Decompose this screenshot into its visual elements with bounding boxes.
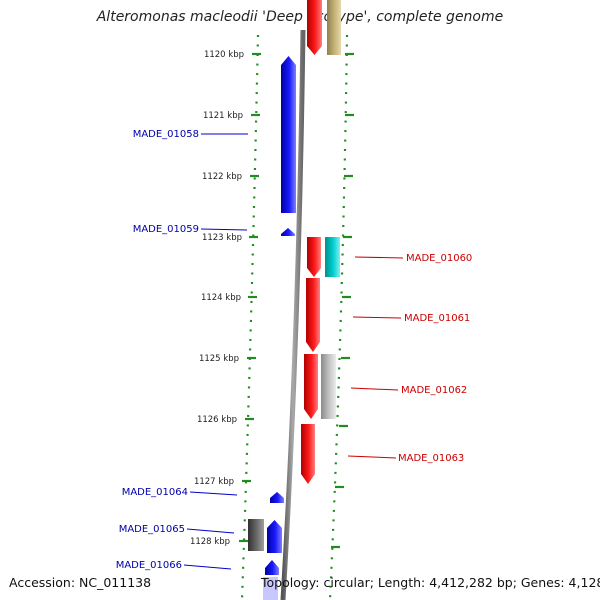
accession-text: Accession: NC_011138 (9, 575, 152, 590)
map-title: Alteromonas macleodii 'Deep ecotype', co… (96, 9, 504, 25)
ruler-label: 1125 kbp (199, 354, 239, 364)
cyan-feature[interactable] (325, 237, 340, 277)
ruler-label: 1121 kbp (203, 111, 243, 121)
reverse-strand-features (248, 56, 296, 600)
forward-gene-arrow[interactable] (301, 424, 315, 484)
light-blue-feature[interactable] (263, 577, 278, 600)
forward-gene-arrow[interactable] (307, 237, 321, 277)
gene-label-made-01062[interactable]: MADE_01062 (401, 385, 467, 396)
reverse-gene-arrow[interactable] (267, 520, 282, 553)
gene-label-made-01066[interactable]: MADE_01066 (116, 560, 182, 571)
reverse-gene-arrow[interactable] (281, 228, 295, 236)
ruler-label: 1122 kbp (202, 172, 242, 182)
forward-gene-arrow[interactable] (307, 0, 322, 55)
leader-line (347, 455, 397, 459)
gene-label-made-01063[interactable]: MADE_01063 (398, 453, 464, 464)
label-leaders (183, 133, 404, 570)
sequence-backbone (280, 29, 306, 600)
leader-line (350, 387, 399, 391)
reverse-gene-arrow[interactable] (270, 492, 284, 503)
gene-labels: MADE_01058 MADE_01059 MADE_01060 MADE_01… (116, 129, 473, 571)
ruler-label: 1127 kbp (194, 477, 234, 487)
leader-line (183, 564, 232, 570)
gene-label-made-01064[interactable]: MADE_01064 (122, 487, 188, 498)
reverse-gene-arrow[interactable] (281, 56, 296, 213)
gray-feature[interactable] (321, 354, 336, 419)
leader-line (189, 491, 238, 496)
inner-ruler-track (240, 34, 260, 600)
ruler-labels: 1120 kbp 1121 kbp 1122 kbp 1123 kbp 1124… (190, 50, 244, 547)
forward-gene-arrow[interactable] (304, 354, 318, 419)
leader-line (354, 256, 404, 259)
forward-gene-arrow[interactable] (306, 278, 320, 352)
ruler-label: 1128 kbp (190, 537, 230, 547)
leader-line (200, 228, 248, 231)
leader-line (352, 316, 402, 319)
leader-line (186, 528, 235, 534)
gene-label-made-01065[interactable]: MADE_01065 (119, 524, 185, 535)
outer-ruler-track (328, 34, 349, 600)
ruler-ticks (239, 52, 354, 549)
reverse-gene-arrow[interactable] (265, 560, 279, 575)
forward-strand-features (301, 0, 341, 484)
ruler-label: 1126 kbp (197, 415, 237, 425)
gene-label-made-01060[interactable]: MADE_01060 (406, 253, 472, 264)
ruler-label: 1124 kbp (201, 293, 241, 303)
gene-label-made-01061[interactable]: MADE_01061 (404, 313, 470, 324)
ruler-label: 1123 kbp (202, 233, 242, 243)
ruler-label: 1120 kbp (204, 50, 244, 60)
topology-text: Topology: circular; Length: 4,412,282 bp… (261, 575, 600, 590)
gene-label-made-01059[interactable]: MADE_01059 (133, 224, 199, 235)
tan-feature[interactable] (327, 0, 341, 55)
gene-label-made-01058[interactable]: MADE_01058 (133, 129, 199, 140)
dark-gray-feature[interactable] (248, 519, 264, 551)
